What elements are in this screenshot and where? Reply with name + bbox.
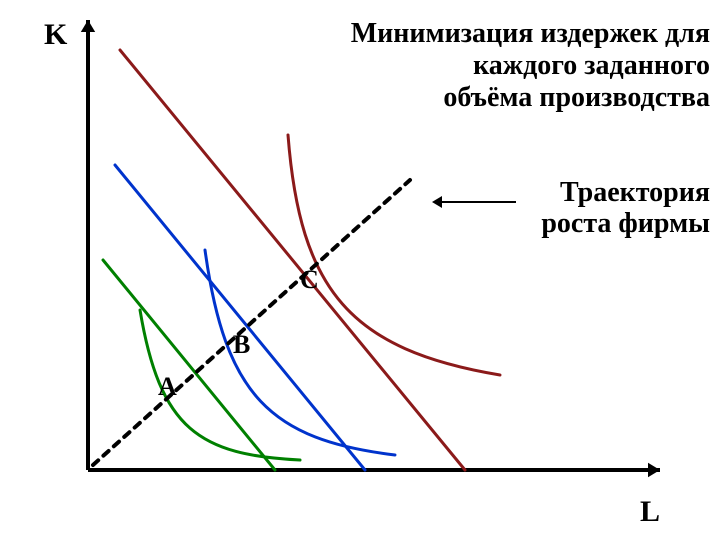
- point-A: A: [158, 372, 177, 401]
- point-C: C: [300, 265, 319, 294]
- green-line: [103, 260, 275, 470]
- x-axis-label: L: [640, 495, 660, 529]
- darkred-curve: [288, 135, 500, 375]
- chart-subtitle: Траектория роста фирмы: [541, 178, 710, 240]
- point-B: B: [233, 330, 250, 359]
- chart-title: Минимизация издержек для каждого заданно…: [351, 18, 710, 115]
- blue-line: [115, 165, 365, 470]
- chart-stage: A B C K L Минимизация издержек для каждого…: [0, 0, 720, 540]
- y-axis-label: K: [44, 18, 67, 52]
